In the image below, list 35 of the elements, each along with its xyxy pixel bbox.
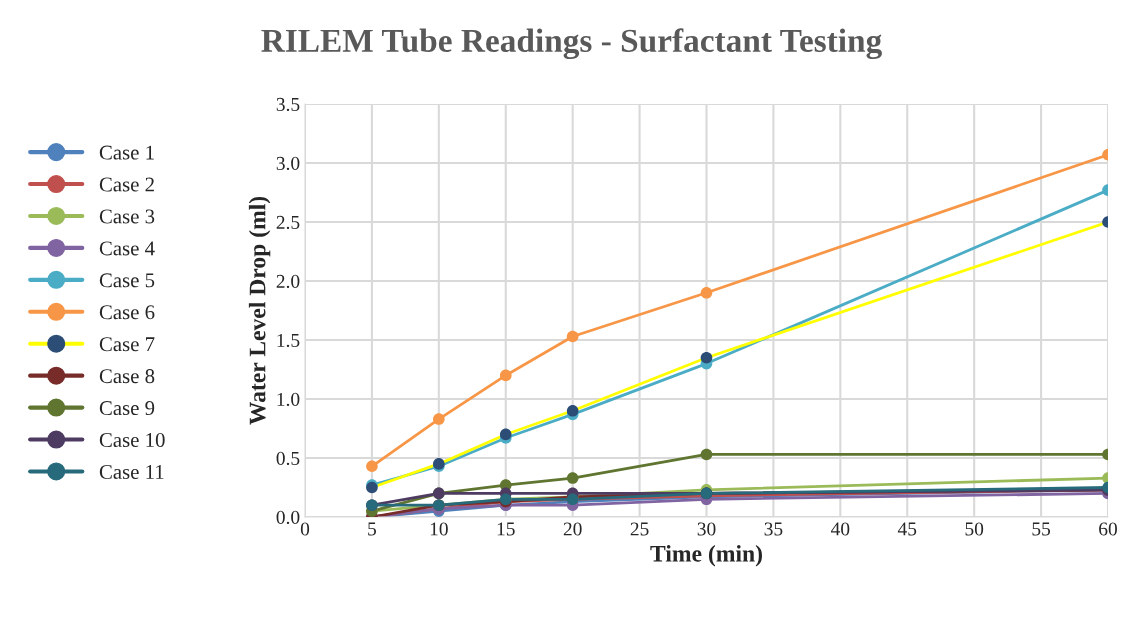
x-tick-label: 45 — [897, 522, 917, 536]
x-tick-label: 40 — [830, 522, 850, 536]
x-tick-label: 25 — [630, 522, 649, 536]
legend-label: Case 10 — [99, 432, 165, 448]
y-tick-label: 3.5 — [276, 97, 300, 112]
y-tick-label: 3.0 — [276, 156, 300, 171]
legend-label: Case 8 — [99, 369, 155, 384]
x-tick-label: 20 — [563, 522, 582, 536]
x-tick-label: 50 — [965, 522, 984, 536]
y-tick-label: 0.5 — [276, 451, 300, 466]
legend-label: Case 6 — [99, 305, 155, 320]
x-tick-label: 30 — [697, 522, 716, 536]
legend-label: Case 11 — [99, 464, 164, 479]
x-tick-label: 55 — [1032, 522, 1051, 536]
chart-title: RILEM Tube Readings - Surfactant Testing — [261, 28, 882, 60]
x-tick-label: 10 — [430, 522, 448, 536]
legend-label: Case 3 — [99, 209, 155, 224]
y-tick-label: 1.0 — [277, 392, 300, 407]
legend-label: Case 5 — [99, 273, 155, 288]
x-tick-label: 5 — [368, 522, 377, 536]
y-tick-label: 2.0 — [276, 274, 300, 289]
y-tick-label: 2.5 — [276, 215, 300, 230]
legend-label: Case 4 — [99, 241, 155, 256]
x-tick-label: 35 — [764, 522, 783, 536]
y-tick-label: 1.5 — [277, 333, 300, 348]
legend-label: Case 7 — [99, 337, 155, 352]
y-axis-title: Water Level Drop (ml) — [248, 196, 271, 425]
x-tick-label: 60 — [1099, 522, 1117, 536]
x-axis-title: Time (min) — [650, 545, 762, 567]
x-tick-label: 15 — [497, 522, 515, 536]
x-tick-label: 0 — [300, 522, 310, 536]
legend-label: Case 1 — [99, 145, 154, 160]
legend-label: Case 2 — [99, 177, 154, 192]
y-tick-label: 0.0 — [276, 510, 300, 525]
legend-label: Case 9 — [99, 401, 155, 416]
